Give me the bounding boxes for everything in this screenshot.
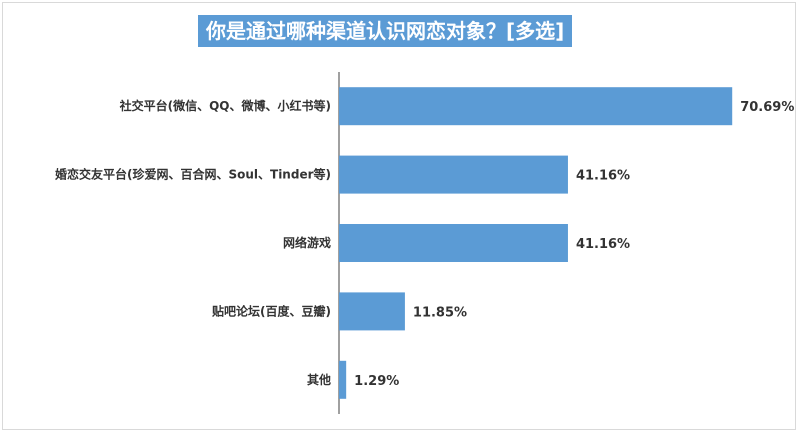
bar	[339, 360, 347, 399]
chart-title: 你是通过哪种渠道认识网恋对象？[多选]	[198, 15, 573, 47]
data-label: 41.16%	[576, 237, 630, 252]
category-label: 贴吧论坛(百度、豆瓣)	[212, 303, 331, 318]
category-label: 网络游戏	[283, 235, 331, 250]
data-label: 1.29%	[354, 374, 399, 389]
bar	[339, 87, 733, 126]
bar	[339, 292, 405, 331]
data-label: 70.69%	[740, 100, 794, 115]
bar	[339, 224, 568, 262]
chart-frame	[2, 2, 796, 430]
category-label: 其他	[307, 372, 331, 387]
category-label: 婚恋交友平台(珍爱网、百合网、Soul、Tinder等)	[55, 167, 331, 182]
data-label: 11.85%	[413, 305, 467, 320]
data-label: 41.16%	[576, 169, 630, 184]
category-label: 社交平台(微信、QQ、微博、小红书等)	[119, 98, 331, 113]
bar	[339, 155, 568, 194]
